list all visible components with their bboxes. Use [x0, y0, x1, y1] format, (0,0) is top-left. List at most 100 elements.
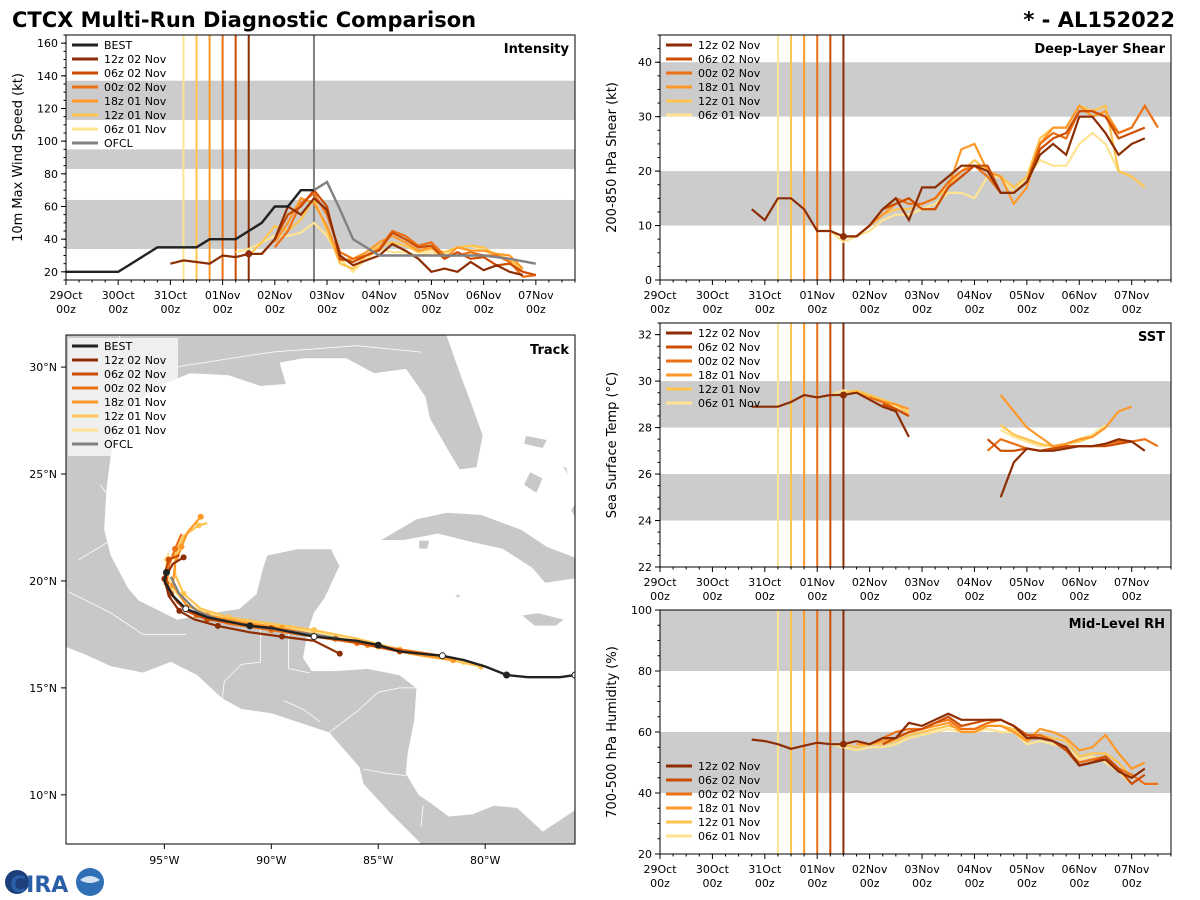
shear-xtick-day: 31Oct	[748, 289, 782, 302]
rh-plot-area	[660, 610, 1171, 854]
shear-band-0	[660, 171, 1171, 226]
land-bahamas-2	[523, 471, 544, 494]
logo-text: CIRA	[10, 873, 68, 898]
logo-wave-icon	[80, 876, 100, 883]
intensity-ytick-label: 120	[37, 103, 58, 116]
figure-title: CTCX Multi-Run Diagnostic Comparison	[12, 8, 476, 32]
intensity-plot-area	[66, 35, 575, 280]
sst-xtick-day: 31Oct	[748, 576, 782, 589]
shear-series-line	[829, 131, 1133, 244]
intensity-init-point	[245, 250, 253, 258]
intensity-title: Intensity	[504, 42, 570, 57]
track-title: Track	[530, 343, 569, 358]
track-ytick-label: 25°N	[29, 468, 57, 481]
track-xtick-label: 90°W	[256, 854, 286, 867]
track-legend-label: OFCL	[104, 438, 134, 451]
sst-xtick-hour: 00z	[1017, 590, 1037, 603]
track-point	[311, 627, 318, 634]
rh-xtick-day: 29Oct	[643, 863, 677, 876]
intensity-xtick-day: 02Nov	[257, 289, 293, 302]
shear-xtick-day: 04Nov	[957, 289, 993, 302]
intensity-ytick-label: 160	[37, 37, 58, 50]
sst-xtick-day: 02Nov	[852, 576, 888, 589]
intensity-ytick-label: 40	[44, 233, 58, 246]
intensity-xtick-day: 03Nov	[309, 289, 345, 302]
rh-xtick-day: 01Nov	[799, 863, 835, 876]
track-legend-label: 12z 01 Nov	[104, 410, 167, 423]
track-point	[180, 554, 187, 561]
intensity-legend-label: 12z 02 Nov	[104, 53, 167, 66]
best-point	[310, 633, 318, 641]
best-point	[438, 652, 446, 660]
rh-ytick-label: 80	[638, 665, 652, 678]
shear-xtick-day: 05Nov	[1009, 289, 1045, 302]
track-point	[195, 522, 202, 529]
track-point	[279, 633, 286, 640]
intensity-legend-label: 00z 02 Nov	[104, 81, 167, 94]
shear-xtick-hour: 00z	[807, 303, 827, 316]
track-legend-label: 12z 02 Nov	[104, 354, 167, 367]
rh-xtick-hour: 00z	[860, 877, 880, 890]
shear-plot-area	[660, 35, 1171, 280]
intensity-legend-label: OFCL	[104, 137, 134, 150]
shear-ytick-label: 40	[638, 56, 652, 69]
rh-xtick-day: 02Nov	[852, 863, 888, 876]
border-hn-ni	[328, 687, 417, 734]
intensity-xtick-day: 29Oct	[49, 289, 83, 302]
intensity-ytick-label: 60	[44, 201, 58, 214]
shear-xtick-hour: 00z	[1122, 303, 1142, 316]
sst-xtick-day: 04Nov	[957, 576, 993, 589]
track-point	[178, 543, 185, 550]
land-bahamas-3	[561, 464, 569, 477]
border-gt-hn	[283, 700, 321, 723]
shear-legend-label: 12z 01 Nov	[698, 95, 761, 108]
shear-ytick-label: 10	[638, 220, 652, 233]
rh-ylabel: 700-500 hPa Humidity (%)	[605, 646, 620, 818]
intensity-xtick-hour: 00z	[213, 303, 233, 316]
shear-xtick-hour: 00z	[650, 303, 670, 316]
rh-xtick-hour: 00z	[650, 877, 670, 890]
intensity-series-line	[247, 195, 524, 273]
rh-xtick-hour: 00z	[1122, 877, 1142, 890]
rh-ytick-label: 20	[638, 848, 652, 861]
border-mx-states-1	[78, 484, 133, 560]
shear-ylabel: 200-850 hPa Shear (kt)	[605, 82, 620, 233]
shear-title: Deep-Layer Shear	[1034, 42, 1165, 57]
land-cayman	[454, 593, 463, 599]
intensity-band-2	[66, 80, 575, 120]
intensity-series-line	[273, 196, 524, 270]
intensity-band-0	[66, 199, 575, 249]
shear-panel: 01020304029Oct00z30Oct00z31Oct00z01Nov00…	[605, 34, 1172, 316]
sst-title: SST	[1138, 330, 1165, 345]
sst-ytick-label: 32	[638, 329, 652, 342]
sst-xtick-hour: 00z	[1122, 590, 1142, 603]
track-ytick-label: 30°N	[29, 361, 57, 374]
sst-xtick-day: 05Nov	[1009, 576, 1045, 589]
rh-xtick-hour: 00z	[1069, 877, 1089, 890]
shear-xtick-hour: 00z	[965, 303, 985, 316]
sst-xtick-hour: 00z	[755, 590, 775, 603]
shear-xtick-hour: 00z	[1017, 303, 1037, 316]
rh-xtick-hour: 00z	[1017, 877, 1037, 890]
rh-legend-label: 12z 02 Nov	[698, 760, 761, 773]
intensity-xtick-hour: 00z	[265, 303, 285, 316]
rh-legend-label: 06z 02 Nov	[698, 774, 761, 787]
track-ytick-label: 15°N	[29, 682, 57, 695]
track-ytick-label: 10°N	[29, 789, 57, 802]
sst-ytick-label: 30	[638, 375, 652, 388]
land-bahamas-1	[523, 435, 548, 449]
track-legend-label: 18z 01 Nov	[104, 396, 167, 409]
shear-xtick-hour: 00z	[703, 303, 723, 316]
track-xtick-label: 95°W	[149, 854, 179, 867]
rh-xtick-hour: 00z	[755, 877, 775, 890]
shear-xtick-hour: 00z	[755, 303, 775, 316]
rh-band-0	[660, 732, 1171, 793]
track-point	[197, 513, 204, 520]
shear-xtick-day: 29Oct	[643, 289, 677, 302]
sst-xtick-day: 29Oct	[643, 576, 677, 589]
intensity-xtick-hour: 00z	[161, 303, 181, 316]
track-legend-label: BEST	[104, 340, 132, 353]
intensity-xtick-day: 05Nov	[414, 289, 450, 302]
intensity-xtick-hour: 00z	[317, 303, 337, 316]
rh-legend-label: 06z 01 Nov	[698, 830, 761, 843]
